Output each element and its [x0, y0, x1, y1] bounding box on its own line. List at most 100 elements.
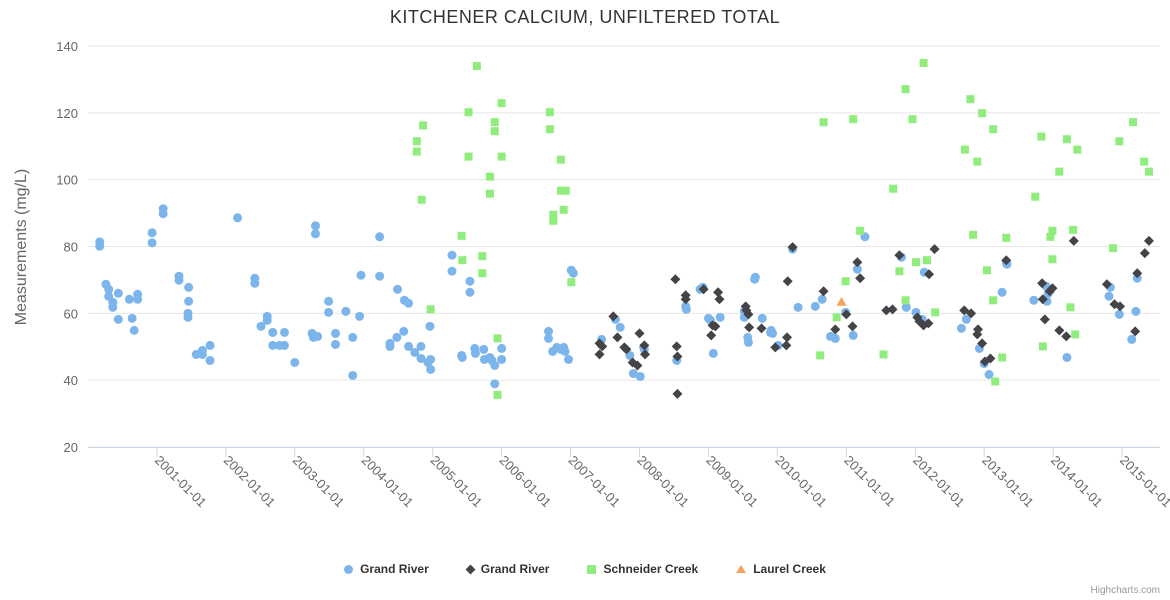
data-point[interactable] — [375, 271, 385, 281]
data-point[interactable] — [1037, 132, 1046, 141]
data-point[interactable] — [956, 323, 966, 333]
data-point[interactable] — [1130, 326, 1141, 337]
data-point[interactable] — [416, 341, 426, 351]
data-point[interactable] — [901, 85, 910, 94]
data-point[interactable] — [268, 340, 278, 350]
data-point[interactable] — [1031, 192, 1040, 201]
data-point[interactable] — [889, 184, 898, 193]
data-point[interactable] — [782, 276, 793, 287]
data-point[interactable] — [923, 318, 934, 329]
data-point[interactable] — [895, 267, 904, 276]
data-point[interactable] — [1132, 268, 1143, 279]
data-point[interactable] — [404, 298, 414, 308]
data-point[interactable] — [412, 137, 421, 146]
data-point[interactable] — [639, 340, 650, 351]
data-point[interactable] — [1104, 291, 1114, 301]
data-point[interactable] — [268, 327, 278, 337]
data-point[interactable] — [787, 242, 798, 253]
data-point[interactable] — [1115, 137, 1124, 146]
data-point[interactable] — [879, 350, 888, 359]
data-point[interactable] — [1029, 295, 1039, 305]
data-point[interactable] — [852, 264, 862, 274]
data-point[interactable] — [485, 189, 494, 198]
data-point[interactable] — [1037, 294, 1048, 305]
data-point[interactable] — [706, 330, 717, 341]
data-point[interactable] — [819, 118, 828, 127]
data-point[interactable] — [465, 276, 475, 286]
data-point[interactable] — [615, 322, 625, 332]
legend-item-schneider-creek[interactable]: Schneider Creek — [587, 562, 698, 576]
data-point[interactable] — [356, 270, 366, 280]
data-point[interactable] — [490, 127, 499, 136]
data-point[interactable] — [966, 95, 975, 104]
data-point[interactable] — [743, 337, 753, 347]
data-point[interactable] — [355, 311, 365, 321]
data-point[interactable] — [1144, 167, 1153, 176]
data-point[interactable] — [256, 321, 266, 331]
data-point[interactable] — [493, 334, 502, 343]
data-point[interactable] — [989, 125, 998, 134]
data-point[interactable] — [250, 278, 260, 288]
data-point[interactable] — [632, 360, 643, 371]
data-point[interactable] — [847, 321, 858, 332]
data-point[interactable] — [671, 341, 682, 352]
data-point[interactable] — [924, 269, 935, 280]
data-point[interactable] — [385, 341, 395, 351]
data-point[interactable] — [490, 360, 500, 370]
data-point[interactable] — [1069, 225, 1078, 234]
data-point[interactable] — [330, 339, 340, 349]
data-point[interactable] — [818, 286, 829, 297]
data-point[interactable] — [147, 238, 157, 248]
data-point[interactable] — [290, 357, 300, 367]
data-point[interactable] — [855, 273, 866, 284]
data-point[interactable] — [849, 115, 858, 124]
data-point[interactable] — [158, 209, 168, 219]
data-point[interactable] — [104, 284, 114, 294]
data-point[interactable] — [961, 314, 971, 324]
data-point[interactable] — [830, 324, 841, 335]
data-point[interactable] — [960, 145, 969, 154]
data-point[interactable] — [635, 371, 645, 381]
data-point[interactable] — [1109, 244, 1118, 253]
data-point[interactable] — [1061, 331, 1072, 342]
data-point[interactable] — [497, 152, 506, 161]
data-point[interactable] — [497, 343, 507, 353]
data-point[interactable] — [416, 353, 426, 363]
credits-link[interactable]: Highcharts.com — [1090, 585, 1160, 596]
legend-item-laurel-creek[interactable]: Laurel Creek — [736, 562, 826, 576]
data-point[interactable] — [743, 309, 754, 320]
data-point[interactable] — [310, 229, 320, 239]
data-point[interactable] — [998, 353, 1007, 362]
data-point[interactable] — [770, 342, 781, 353]
data-point[interactable] — [465, 287, 475, 297]
data-point[interactable] — [1048, 255, 1057, 264]
data-point[interactable] — [426, 364, 436, 374]
data-point[interactable] — [447, 266, 457, 276]
data-point[interactable] — [545, 108, 554, 117]
data-point[interactable] — [417, 195, 426, 204]
data-point[interactable] — [621, 344, 632, 355]
data-point[interactable] — [881, 305, 892, 316]
data-point[interactable] — [478, 269, 487, 278]
data-point[interactable] — [1037, 278, 1048, 289]
data-point[interactable] — [184, 296, 194, 306]
data-point[interactable] — [404, 341, 414, 351]
data-point[interactable] — [1048, 226, 1057, 235]
data-point[interactable] — [922, 256, 931, 265]
data-point[interactable] — [324, 296, 334, 306]
data-point[interactable] — [810, 301, 820, 311]
data-point[interactable] — [1068, 235, 1079, 246]
data-point[interactable] — [901, 302, 911, 312]
data-point[interactable] — [113, 288, 123, 298]
data-point[interactable] — [485, 172, 494, 181]
data-point[interactable] — [997, 287, 1007, 297]
data-point[interactable] — [493, 390, 502, 399]
data-point[interactable] — [989, 296, 998, 305]
data-point[interactable] — [108, 302, 118, 312]
data-point[interactable] — [708, 348, 718, 358]
data-point[interactable] — [279, 327, 289, 337]
data-point[interactable] — [348, 332, 358, 342]
data-point[interactable] — [426, 354, 436, 364]
data-point[interactable] — [852, 257, 863, 268]
data-point[interactable] — [1115, 301, 1126, 312]
